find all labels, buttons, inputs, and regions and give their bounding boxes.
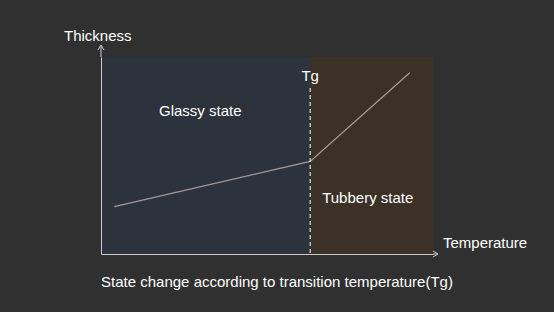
line (114, 73, 409, 207)
x-axis-title: Temperature (443, 234, 527, 251)
region-label: Glassy state (159, 102, 242, 119)
y-axis-title: Thickness (64, 27, 132, 44)
title: State change according to transition tem… (101, 273, 453, 290)
plot-area (101, 57, 433, 254)
axis-arrow (433, 251, 438, 257)
labels: Thickness Temperature State change accordi… (64, 27, 527, 290)
x-axis (102, 254, 434, 255)
y-axis (101, 58, 102, 255)
axis-arrow (101, 45, 102, 57)
region (310, 57, 433, 254)
axis-line (102, 254, 434, 255)
chart: Thickness Temperature State change accordi… (0, 0, 554, 312)
region (101, 57, 310, 254)
annotation-line (310, 88, 311, 254)
axis-line (101, 58, 102, 255)
annotation-label: Tg (301, 67, 319, 84)
axis-arrows (98, 45, 438, 257)
background (0, 0, 554, 312)
axis-arrow (98, 45, 104, 50)
region-label: Tubbery state (322, 189, 413, 206)
